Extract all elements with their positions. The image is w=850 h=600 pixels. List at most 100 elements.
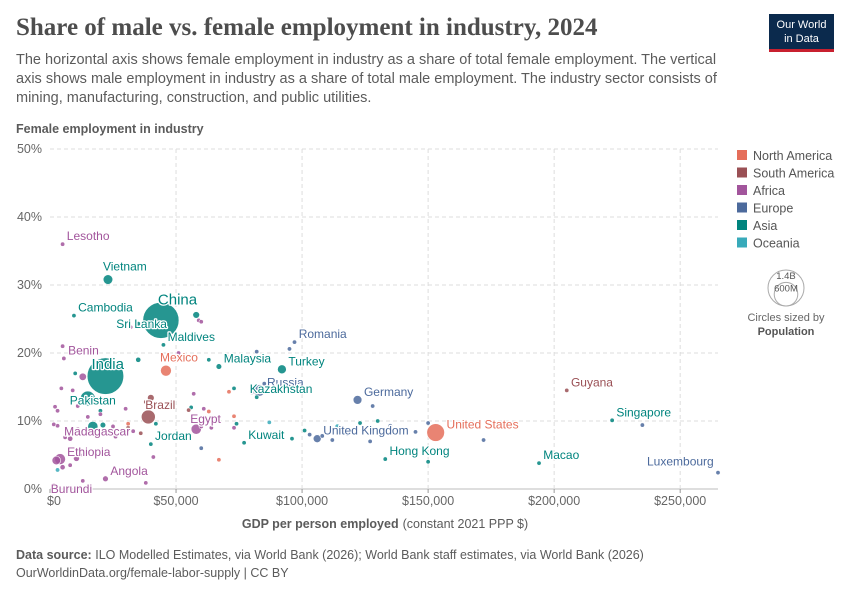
data-point[interactable] xyxy=(138,430,144,436)
data-point[interactable] xyxy=(286,346,292,352)
data-point[interactable] xyxy=(277,364,287,375)
data-point[interactable] xyxy=(231,413,237,419)
data-point[interactable] xyxy=(198,319,204,325)
data-point[interactable] xyxy=(147,394,155,402)
data-point[interactable] xyxy=(312,434,322,443)
data-point[interactable] xyxy=(387,423,393,429)
data-point[interactable] xyxy=(186,407,192,413)
data-point[interactable] xyxy=(97,411,103,417)
data-point[interactable] xyxy=(564,387,570,393)
data-point[interactable] xyxy=(425,420,431,426)
data-point[interactable] xyxy=(85,414,91,420)
data-point[interactable] xyxy=(58,385,64,391)
data-point[interactable] xyxy=(241,440,247,446)
data-point[interactable] xyxy=(536,460,542,466)
data-point[interactable] xyxy=(234,421,240,427)
data-point[interactable] xyxy=(261,381,267,387)
data-point[interactable] xyxy=(191,391,197,397)
data-point[interactable] xyxy=(60,241,66,247)
data-point[interactable] xyxy=(72,370,78,376)
data-point[interactable] xyxy=(143,399,149,405)
legend-item[interactable]: South America xyxy=(753,167,834,181)
data-point[interactable] xyxy=(413,429,419,435)
data-point[interactable] xyxy=(141,409,156,425)
data-point[interactable] xyxy=(86,357,125,395)
data-point[interactable] xyxy=(51,421,57,427)
url-line[interactable]: OurWorldinData.org/female-labor-supply |… xyxy=(16,566,289,581)
data-point[interactable] xyxy=(123,406,129,412)
data-point[interactable] xyxy=(639,422,645,428)
legend-item[interactable]: Asia xyxy=(753,219,777,233)
data-point[interactable] xyxy=(198,423,204,429)
data-point[interactable] xyxy=(334,423,341,430)
data-point[interactable] xyxy=(372,391,378,397)
data-point[interactable] xyxy=(231,385,237,391)
data-point[interactable] xyxy=(51,482,57,488)
legend-item[interactable]: Africa xyxy=(753,184,785,198)
data-point[interactable] xyxy=(319,433,325,439)
data-point[interactable] xyxy=(67,462,73,468)
legend-item[interactable]: North America xyxy=(753,149,832,163)
data-point[interactable] xyxy=(55,408,61,414)
data-point[interactable] xyxy=(110,423,116,429)
data-point[interactable] xyxy=(426,423,445,442)
data-point[interactable] xyxy=(216,457,222,463)
data-point[interactable] xyxy=(99,421,107,429)
data-point[interactable] xyxy=(223,353,229,359)
data-point[interactable] xyxy=(201,406,207,412)
data-point[interactable] xyxy=(128,324,134,330)
data-point[interactable] xyxy=(375,418,381,424)
data-point[interactable] xyxy=(206,357,212,363)
data-point[interactable] xyxy=(79,390,96,407)
data-point[interactable] xyxy=(153,421,159,427)
data-point[interactable] xyxy=(150,454,156,460)
data-point[interactable] xyxy=(148,441,154,447)
data-point[interactable] xyxy=(142,301,180,339)
data-point[interactable] xyxy=(254,394,260,400)
data-point[interactable] xyxy=(425,459,431,465)
data-point[interactable] xyxy=(279,384,285,390)
data-point[interactable] xyxy=(113,434,119,440)
data-point[interactable] xyxy=(160,342,166,348)
data-point[interactable] xyxy=(253,384,266,397)
data-point[interactable] xyxy=(352,395,363,405)
data-point[interactable] xyxy=(307,432,313,438)
data-point[interactable] xyxy=(206,408,212,414)
data-point[interactable] xyxy=(165,401,171,407)
data-point[interactable] xyxy=(55,467,61,473)
data-point[interactable] xyxy=(297,385,303,391)
legend-item[interactable]: Europe xyxy=(753,202,793,216)
data-point[interactable] xyxy=(302,428,308,434)
data-point[interactable] xyxy=(70,387,76,393)
data-point[interactable] xyxy=(51,455,61,466)
data-point[interactable] xyxy=(60,343,66,349)
data-point[interactable] xyxy=(176,350,182,356)
data-point[interactable] xyxy=(102,475,109,483)
data-point[interactable] xyxy=(198,445,204,451)
data-point[interactable] xyxy=(357,420,363,426)
data-point[interactable] xyxy=(59,464,66,471)
data-point[interactable] xyxy=(75,426,81,432)
data-point[interactable] xyxy=(329,437,335,443)
data-point[interactable] xyxy=(77,452,83,458)
data-point[interactable] xyxy=(62,434,68,440)
data-point[interactable] xyxy=(254,349,260,355)
data-point[interactable] xyxy=(367,438,373,444)
data-point[interactable] xyxy=(78,372,87,381)
legend[interactable]: North America South America Africa Europe As… xyxy=(737,149,834,251)
data-point[interactable] xyxy=(215,363,223,370)
data-point[interactable] xyxy=(231,425,237,431)
data-point[interactable] xyxy=(61,355,67,361)
data-point[interactable] xyxy=(125,421,131,427)
data-point[interactable] xyxy=(160,364,172,377)
data-point[interactable] xyxy=(715,470,721,476)
data-point[interactable] xyxy=(102,274,114,285)
data-point[interactable] xyxy=(292,339,298,345)
legend-item[interactable]: Oceania xyxy=(753,237,800,251)
data-point[interactable] xyxy=(75,403,81,409)
data-point[interactable] xyxy=(173,355,179,361)
data-point[interactable] xyxy=(609,417,615,423)
data-point[interactable] xyxy=(192,311,200,319)
data-point[interactable] xyxy=(80,478,86,484)
data-point[interactable] xyxy=(87,421,99,432)
